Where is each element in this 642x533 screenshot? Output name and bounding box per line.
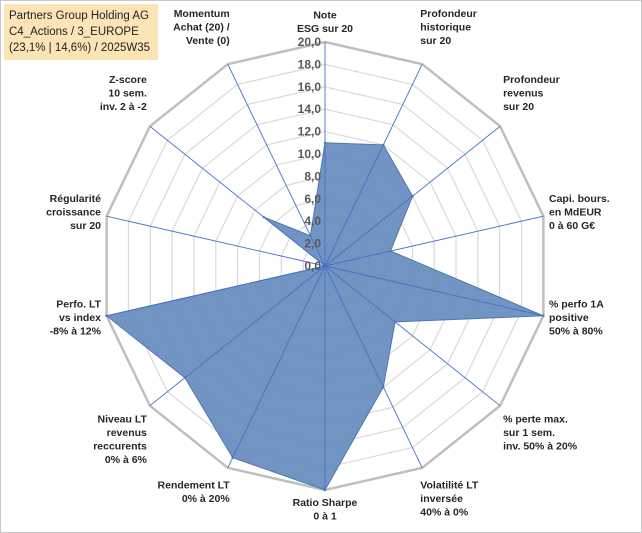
radial-tick-label: 14,0 — [298, 102, 322, 116]
category-label: Rendement LT 0% à 20% — [158, 479, 231, 505]
category-label: Volatilité LT inversée 40% à 0% — [420, 479, 479, 518]
radial-tick-label: 20,0 — [298, 35, 322, 49]
category-label: Niveau LT revenus reccurents 0% à 6% — [93, 413, 147, 466]
category-label-layer: Note ESG sur 20 Profondeur historique sur 20… — [46, 8, 610, 522]
radar-spoke — [106, 215, 326, 267]
category-label: Momentum Achat (20) / Vente (0) — [173, 8, 230, 47]
radar-spoke — [149, 265, 326, 407]
radar-spoke — [324, 125, 501, 267]
spoke-layer — [106, 42, 544, 490]
radial-tick-label: 2,0 — [304, 237, 321, 251]
radar-spoke — [324, 215, 544, 267]
radar-spoke — [324, 64, 423, 267]
radar-spoke — [227, 64, 326, 267]
radar-spoke — [106, 265, 326, 317]
radar-spoke — [324, 265, 423, 468]
category-label: Ratio Sharpe 0 à 1 — [293, 497, 358, 523]
chart-title-box: Partners Group Holding AG C4_Actions / 3… — [4, 4, 158, 60]
radial-tick-label: 8,0 — [304, 169, 321, 183]
radial-tick-label: 16,0 — [298, 80, 322, 94]
category-label: Perfo. LT vs index -8% à 12% — [50, 299, 102, 338]
radial-tick-label: 6,0 — [304, 192, 321, 206]
chart-title-line-2: C4_Actions / 3_EUROPE — [9, 26, 139, 38]
radial-tick-label: 12,0 — [298, 125, 322, 139]
category-label: % perte max. sur 1 sem. inv. 50% à 20% — [503, 413, 578, 452]
radar-spoke — [324, 265, 544, 317]
radial-tick-label: 4,0 — [304, 214, 321, 228]
chart-title-line-1: Partners Group Holding AG — [9, 10, 149, 22]
tick-layer: 0,0 2,0 4,0 6,0 8,0 10,0 12,0 14,0 16,0 18,0 20,0 — [298, 35, 322, 273]
category-label: Note ESG sur 20 — [297, 10, 353, 36]
category-label: % perfo 1A positive 50% à 80% — [549, 299, 604, 338]
category-label: Régularité croissance sur 20 — [46, 193, 101, 232]
radar-spoke — [227, 265, 326, 468]
radar-spoke — [149, 125, 326, 267]
radial-tick-label: 18,0 — [298, 57, 322, 71]
radar-spoke — [324, 265, 501, 407]
category-label: Capi. bours. en MdEUR 0 à 60 G€ — [549, 193, 610, 232]
category-label: Profondeur historique sur 20 — [420, 8, 477, 47]
category-label: Z-score 10 sem. inv. 2 à -2 — [100, 74, 147, 113]
category-label: Profondeur revenus sur 20 — [503, 74, 560, 113]
radial-tick-label: 10,0 — [298, 147, 322, 161]
chart-title-line-3: (23,1% | 14,6%) / 2025W35 — [9, 42, 151, 54]
radial-tick-label: 0,0 — [304, 259, 321, 273]
